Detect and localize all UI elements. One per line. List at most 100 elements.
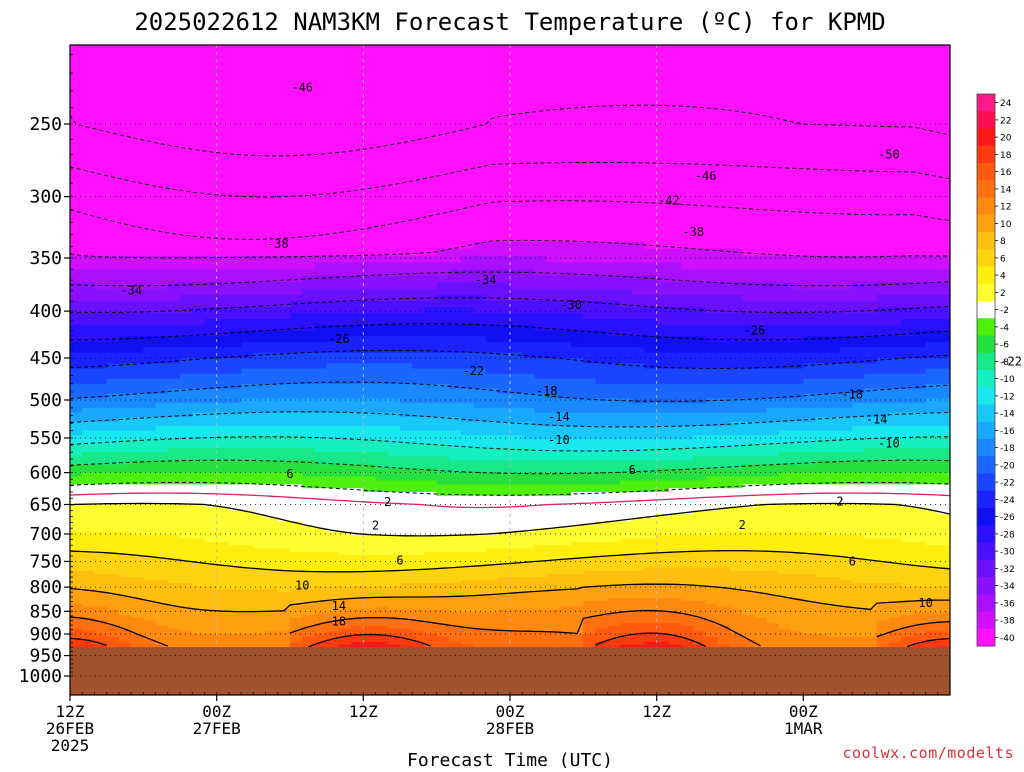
colorbar-label: -10 bbox=[1000, 375, 1015, 385]
contour-label: 2 bbox=[384, 495, 391, 509]
colorbar-swatch bbox=[977, 111, 995, 129]
colorbar-swatch bbox=[977, 336, 995, 354]
colorbar-swatch bbox=[977, 370, 995, 388]
colorbar-swatch bbox=[977, 456, 995, 474]
contour-label: -10 bbox=[878, 437, 900, 451]
contour-label: 6 bbox=[286, 467, 293, 481]
colorbar-label: -24 bbox=[1000, 496, 1015, 506]
x-tick-label: 12Z bbox=[642, 702, 671, 721]
colorbar-label: -32 bbox=[1000, 565, 1015, 575]
colorbar-swatch bbox=[977, 439, 995, 457]
colorbar-label: 14 bbox=[1000, 185, 1012, 195]
contour-label: -14 bbox=[548, 410, 570, 424]
colorbar-swatch bbox=[977, 508, 995, 526]
contour-label: -42 bbox=[658, 194, 680, 208]
colorbar-swatch bbox=[977, 232, 995, 250]
colorbar-swatch bbox=[977, 94, 995, 112]
y-tick-label: 250 bbox=[29, 114, 62, 135]
colorbar-label: -2 bbox=[1000, 306, 1009, 316]
colorbar-label: 18 bbox=[1000, 151, 1012, 161]
colorbar-swatch bbox=[977, 267, 995, 285]
colorbar-label: 22 bbox=[1000, 116, 1011, 126]
colorbar-label: 4 bbox=[1000, 272, 1006, 282]
y-tick-label: 400 bbox=[29, 301, 62, 322]
contour-label: -22 bbox=[462, 364, 484, 378]
y-tick-label: 350 bbox=[29, 248, 62, 269]
y-tick-label: 850 bbox=[29, 601, 62, 622]
colorbar-label: -12 bbox=[1000, 392, 1015, 402]
y-axis-pressure: 2503003504004505005506006507007508008509… bbox=[19, 55, 73, 687]
y-tick-label: 500 bbox=[29, 390, 62, 411]
contour-label: -46 bbox=[291, 80, 313, 94]
contour-label: 18 bbox=[332, 615, 346, 629]
y-tick-label: 750 bbox=[29, 551, 62, 572]
colorbar-swatch bbox=[977, 198, 995, 216]
colorbar-swatch bbox=[977, 129, 995, 147]
contour-label: -34 bbox=[475, 273, 497, 287]
colorbar-swatch bbox=[977, 353, 995, 371]
contour-label: -46 bbox=[695, 169, 717, 183]
colorbar-label: 6 bbox=[1000, 254, 1006, 264]
y-tick-label: 650 bbox=[29, 495, 62, 516]
colorbar-swatch bbox=[977, 284, 995, 302]
contour-label: 6 bbox=[849, 554, 856, 568]
colorbar-label: -20 bbox=[1000, 461, 1015, 471]
contour-label: -18 bbox=[536, 384, 558, 398]
colorbar-label: 24 bbox=[1000, 99, 1012, 109]
contour-label: 2 bbox=[372, 518, 379, 532]
colorbar-swatch bbox=[977, 560, 995, 578]
y-tick-label: 800 bbox=[29, 577, 62, 598]
colorbar-label: -30 bbox=[1000, 548, 1015, 558]
colorbar-label: -26 bbox=[1000, 513, 1015, 523]
contour-label: -34 bbox=[120, 284, 142, 298]
contour-label: 6 bbox=[629, 463, 636, 477]
chart-title: 2025022612 NAM3KM Forecast Temperature (… bbox=[134, 8, 885, 36]
contour-label: 14 bbox=[332, 599, 346, 613]
colorbar-label: -14 bbox=[1000, 410, 1015, 420]
colorbar-label: 10 bbox=[1000, 220, 1012, 230]
colorbar-swatch bbox=[977, 525, 995, 543]
contour-label: -10 bbox=[548, 433, 570, 447]
x-tick-label: 27FEB bbox=[193, 719, 241, 738]
colorbar-swatch bbox=[977, 318, 995, 336]
colorbar-label: 20 bbox=[1000, 134, 1012, 144]
colorbar-swatch bbox=[977, 180, 995, 198]
colorbar-swatch bbox=[977, 422, 995, 440]
contour-label: -30 bbox=[560, 298, 582, 312]
y-tick-label: 700 bbox=[29, 524, 62, 545]
colorbar-label: -16 bbox=[1000, 427, 1015, 437]
y-tick-label: 1000 bbox=[19, 666, 62, 687]
y-tick-label: 550 bbox=[29, 428, 62, 449]
colorbar-swatch bbox=[977, 594, 995, 612]
x-tick-label: 12Z bbox=[349, 702, 378, 721]
contour-label: 2 bbox=[836, 494, 843, 508]
contour-label: 10 bbox=[295, 579, 309, 593]
contour-label: -38 bbox=[267, 237, 289, 251]
colorbar-label: 12 bbox=[1000, 203, 1011, 213]
colorbar-label: -36 bbox=[1000, 599, 1015, 609]
colorbar-swatch bbox=[977, 301, 995, 319]
watermark: coolwx.com/modelts bbox=[842, 744, 1014, 762]
colorbar-label: 16 bbox=[1000, 168, 1012, 178]
colorbar-swatch bbox=[977, 215, 995, 233]
colorbar-swatch bbox=[977, 387, 995, 405]
colorbar-swatch bbox=[977, 474, 995, 492]
colorbar-label: -22 bbox=[1000, 479, 1015, 489]
colorbar-legend: 24222018161412108642-2-4-6-8-10-12-14-16… bbox=[977, 94, 1015, 647]
colorbar-swatch bbox=[977, 163, 995, 181]
colorbar-swatch bbox=[977, 249, 995, 267]
x-tick-label: 1MAR bbox=[784, 719, 823, 738]
colorbar-swatch bbox=[977, 629, 995, 647]
x-axis-label: Forecast Time (UTC) bbox=[407, 750, 613, 768]
colorbar-label: -34 bbox=[1000, 582, 1015, 592]
contour-label: -18 bbox=[841, 387, 863, 401]
colorbar-label: -4 bbox=[1000, 323, 1009, 333]
colorbar-label: 2 bbox=[1000, 289, 1006, 299]
colorbar-swatch bbox=[977, 491, 995, 509]
y-tick-label: 950 bbox=[29, 646, 62, 667]
colorbar-swatch bbox=[977, 146, 995, 164]
contour-label: 6 bbox=[396, 553, 403, 567]
colorbar-label: -8 bbox=[1000, 358, 1009, 368]
